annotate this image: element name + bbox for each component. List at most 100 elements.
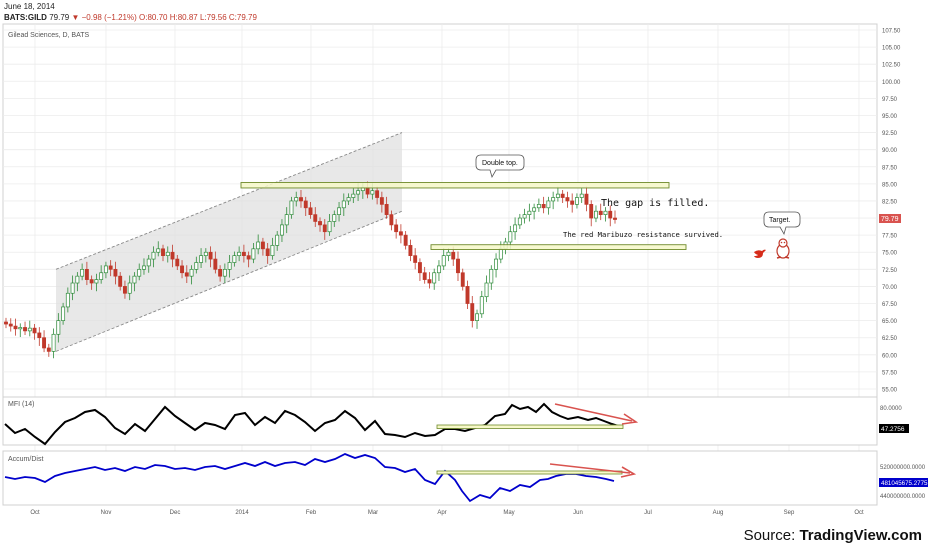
candle-body: [84, 268, 89, 280]
candle-body: [13, 325, 18, 330]
time-tick-label: Mar: [368, 510, 378, 516]
source-prefix: Source:: [743, 527, 800, 544]
candle-body: [555, 193, 560, 198]
candle-body: [265, 248, 270, 257]
mfi-tick: 80.0000: [880, 406, 902, 412]
candle-body: [75, 275, 80, 284]
candle-body: [270, 245, 275, 257]
time-tick-label: Jun: [573, 510, 583, 516]
symbol-label[interactable]: BATS:GILD: [4, 13, 47, 22]
time-tick-label: Nov: [101, 510, 112, 516]
candle-body: [594, 210, 598, 219]
candle-body: [584, 193, 589, 205]
candle-body: [536, 204, 541, 209]
time-tick-label: Feb: [306, 510, 317, 516]
price-tick-label: 102.50: [882, 63, 901, 69]
candle-body: [194, 262, 199, 270]
candle-body: [289, 200, 294, 215]
candle-body: [80, 268, 85, 277]
price-tick-label: 87.50: [882, 165, 898, 171]
double-top-callout: Double top.: [475, 154, 525, 179]
accum-dist-line: [4, 453, 615, 503]
candle-body: [46, 347, 51, 352]
candle-body: [189, 268, 194, 277]
high-value: H:80.87: [169, 13, 198, 22]
mfi-value-label: 47.2756: [881, 426, 905, 433]
candle-body: [384, 204, 389, 215]
time-axis: Oct Nov Dec 2014 Feb Mar Apr May Jun Jul Aug Sep Oct: [30, 510, 864, 516]
channel-upper-line: [55, 132, 403, 270]
candle-body: [437, 265, 441, 274]
target-callout: Target.: [763, 211, 801, 236]
price-tick-label: 95.00: [882, 114, 898, 120]
price-tick-label: 105.00: [882, 46, 901, 52]
price-tick-label: 65.00: [882, 319, 898, 325]
candle-body: [246, 255, 251, 260]
price-tick-label: 70.00: [882, 285, 898, 291]
candle-body: [251, 248, 256, 260]
candle-body: [180, 265, 184, 274]
candle-body: [260, 241, 265, 250]
candle-body: [394, 224, 399, 233]
quote-line: BATS:GILD 79.79 ▼ −0.98 (−1.21%) O:80.70…: [4, 13, 257, 22]
candle-body: [446, 251, 451, 257]
price-tick-label: 72.50: [882, 268, 898, 274]
chart-date: June 18, 2014: [4, 2, 55, 11]
low-value: L:79.56: [199, 13, 227, 22]
time-tick-label: Dec: [170, 510, 181, 516]
price-pane: [2, 23, 878, 398]
mfi-trend-arrow: [554, 403, 639, 425]
candle-body: [427, 279, 432, 284]
candle-body: [574, 197, 579, 205]
candle-body: [432, 272, 437, 284]
candle-body: [308, 207, 313, 215]
candle-body: [232, 255, 237, 263]
candle-body: [299, 197, 303, 202]
candle-body: [370, 190, 375, 195]
candle-body: [513, 224, 518, 233]
candle-body: [422, 272, 427, 280]
candle-body: [527, 210, 532, 215]
time-tick-label: May: [503, 510, 514, 516]
price-tick-label: 75.00: [882, 251, 898, 257]
candle-body: [551, 197, 556, 202]
candle-body: [142, 265, 146, 270]
candle-body: [522, 214, 527, 219]
candle-body: [18, 327, 23, 330]
candle-body: [132, 275, 137, 284]
candle-body: [327, 221, 332, 233]
close-value: C:79.79: [228, 13, 257, 22]
candle-body: [517, 217, 522, 226]
candle-body: [280, 224, 284, 236]
candle-body: [89, 279, 94, 284]
ad-value-label: 481045675.2775: [881, 480, 928, 487]
candle-body: [146, 258, 151, 267]
candle-body: [560, 193, 565, 198]
candle-body: [32, 327, 37, 334]
candle-body: [170, 251, 175, 260]
candle-body: [213, 258, 218, 270]
candle-body: [532, 207, 537, 212]
candle-body: [4, 321, 8, 325]
candle-body: [441, 255, 446, 267]
last-price-bg: [879, 214, 901, 223]
candle-body: [23, 327, 27, 332]
price-axis: 107.50 105.00 102.50 100.00 97.50 95.00 92.50 9…: [882, 29, 901, 394]
candle-body: [113, 268, 118, 277]
candle-body: [603, 210, 608, 215]
candle-body: [508, 231, 513, 243]
ad-tick-3: 440000000.0000: [880, 494, 926, 500]
candle-body: [161, 248, 165, 257]
candle-body: [103, 265, 108, 274]
time-tick-label: 2014: [235, 510, 249, 516]
candle-body: [51, 333, 56, 352]
candle-body: [341, 200, 346, 209]
resistance-label: The red Maribuzo resistance survived.: [563, 230, 723, 239]
mfi-pane: [2, 396, 878, 446]
candle-body: [99, 272, 104, 280]
candle-body: [451, 251, 456, 260]
candle-body: [456, 258, 460, 274]
candle-body: [151, 251, 156, 260]
candle-body: [570, 200, 575, 205]
